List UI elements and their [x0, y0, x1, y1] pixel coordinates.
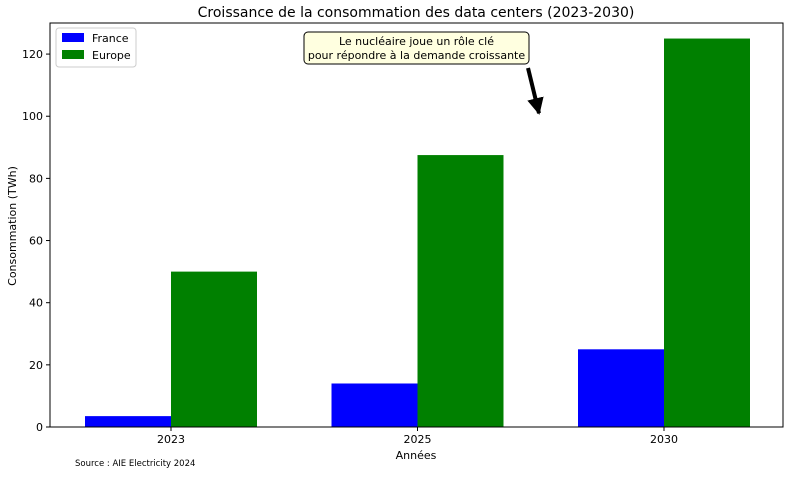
x-tick-label: 2023	[157, 433, 185, 446]
y-tick-label: 0	[36, 421, 43, 434]
y-tick-label: 40	[29, 297, 43, 310]
legend: France Europe	[55, 27, 137, 68]
y-axis-label: Consommation (TWh)	[6, 166, 19, 286]
annotation-box	[303, 31, 530, 65]
bar-europe-2025	[417, 155, 504, 428]
x-tick-label: 2030	[650, 433, 678, 446]
legend-swatch-europe	[62, 50, 84, 59]
x-tick-label: 2025	[404, 433, 432, 446]
x-axis-label: Années	[396, 449, 437, 462]
y-tick-label: 120	[22, 48, 43, 61]
y-tick-label: 80	[29, 172, 43, 185]
bar-france-2023	[85, 416, 171, 427]
legend-swatch-france	[62, 33, 84, 42]
bar-europe-2030	[664, 38, 750, 428]
axes-layer: 0 20 40 60 80 100 120 2023 2025 2030	[22, 22, 784, 446]
annotation-text-line: Le nucléaire joue un rôle clé	[339, 35, 494, 48]
chart-title: Croissance de la consommation des data c…	[198, 5, 635, 21]
bars-layer	[85, 38, 750, 428]
bar-france-2030	[578, 349, 664, 427]
y-tick-label: 100	[22, 110, 43, 123]
legend-label-france: France	[92, 32, 129, 45]
source-note: Source : AIE Electricity 2024	[75, 459, 196, 469]
bar-france-2025	[331, 383, 418, 427]
y-tick-label: 60	[29, 235, 43, 248]
bar-europe-2023	[171, 271, 257, 427]
annotation-text-line: pour répondre à la demande croissante	[308, 49, 526, 62]
y-tick-label: 20	[29, 359, 43, 372]
plot-frame	[49, 22, 784, 428]
annotation-arrow	[526, 67, 544, 115]
legend-label-europe: Europe	[92, 49, 131, 62]
